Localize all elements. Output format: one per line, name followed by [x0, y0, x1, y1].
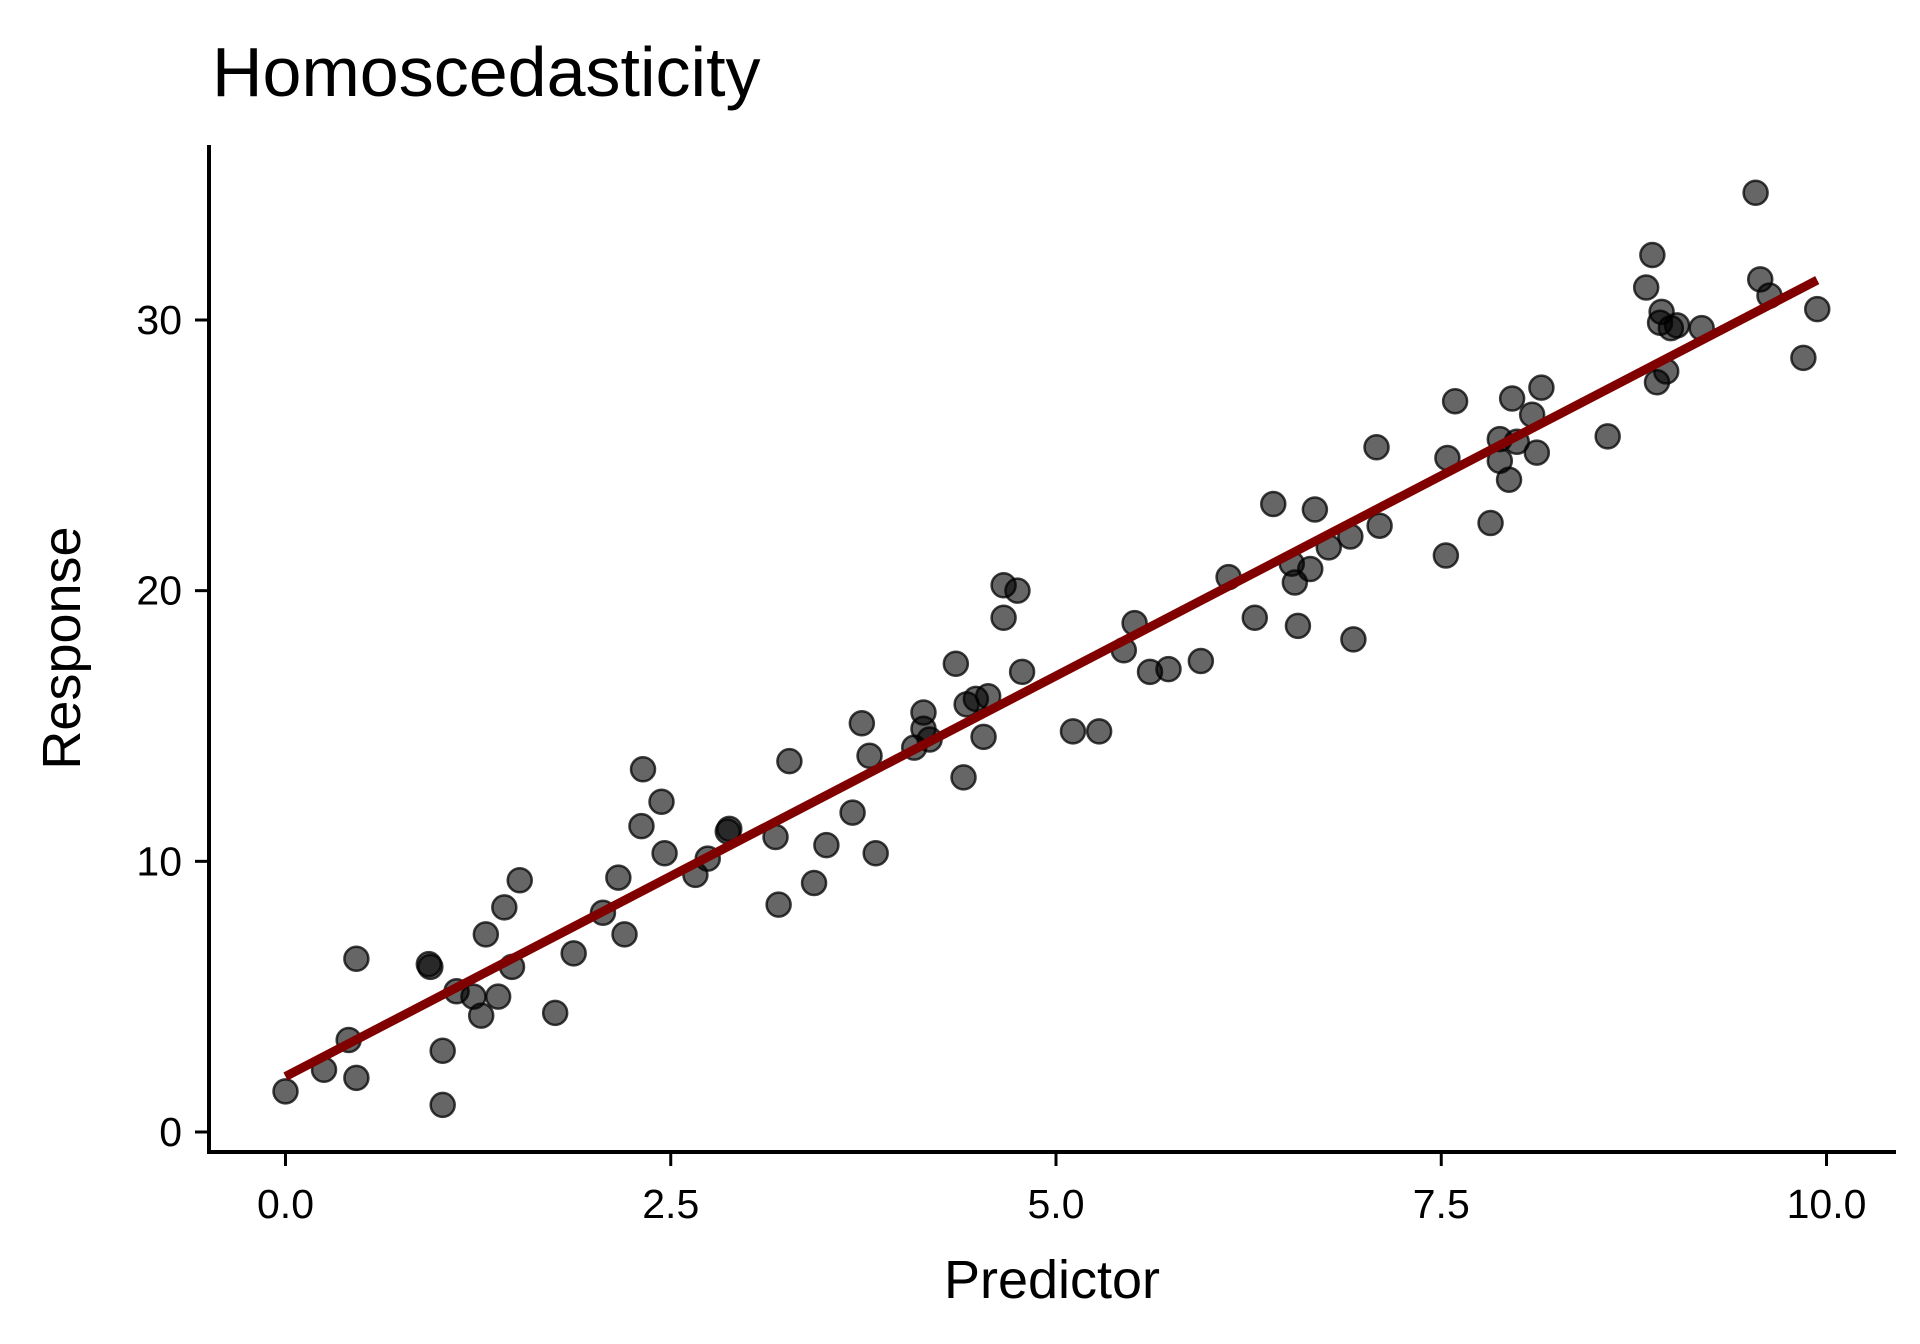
data-point: [1155, 655, 1182, 683]
data-point: [1059, 718, 1087, 745]
data-point: [1432, 542, 1460, 569]
y-tick-label: 30: [136, 297, 182, 343]
y-tick-label: 0: [159, 1109, 182, 1155]
points-layer: [272, 179, 1831, 1119]
data-point: [848, 710, 876, 737]
data-point: [765, 891, 792, 918]
x-axis-ticks: 0.0 2.5 5.0 7.5 10.0: [257, 1152, 1866, 1227]
x-tick-label: 7.5: [1413, 1181, 1470, 1227]
data-point: [343, 945, 370, 973]
data-point: [1340, 626, 1367, 653]
data-point: [1498, 385, 1526, 412]
data-point: [1004, 577, 1031, 604]
data-point: [272, 1078, 299, 1105]
data-point: [1528, 374, 1555, 401]
data-point: [343, 1064, 370, 1092]
y-axis-title: Response: [32, 526, 92, 769]
data-point: [1804, 295, 1831, 323]
data-point: [605, 864, 632, 891]
data-point: [1639, 241, 1666, 269]
data-point: [429, 1091, 456, 1119]
data-point: [484, 983, 512, 1010]
data-point: [417, 953, 444, 981]
data-point: [628, 812, 655, 840]
data-point: [651, 839, 678, 867]
data-point: [990, 604, 1017, 631]
data-point: [1241, 604, 1269, 631]
data-point: [1441, 387, 1469, 415]
data-point: [541, 999, 569, 1027]
data-point: [942, 650, 970, 677]
y-tick-label: 10: [136, 838, 182, 884]
data-point: [629, 756, 657, 783]
data-point: [1008, 658, 1036, 686]
data-point: [1632, 274, 1660, 301]
data-point: [1301, 496, 1329, 523]
data-point: [970, 723, 997, 751]
data-point: [1742, 179, 1769, 207]
x-tick-label: 0.0: [257, 1181, 314, 1227]
data-point: [429, 1037, 456, 1065]
data-point: [1523, 439, 1551, 466]
data-point: [491, 894, 518, 921]
data-point: [862, 839, 889, 867]
data-point: [1085, 718, 1113, 745]
data-point: [1363, 433, 1390, 461]
data-point: [1187, 647, 1215, 675]
data-point: [648, 788, 675, 816]
data-point: [839, 799, 866, 826]
chart-title: Homoscedasticity: [212, 33, 761, 111]
data-point: [1594, 423, 1621, 450]
data-point: [776, 747, 803, 775]
y-axis-ticks: 0 10 20 30: [136, 297, 209, 1155]
data-point: [1297, 555, 1324, 583]
data-point: [1260, 490, 1287, 518]
x-tick-label: 10.0: [1787, 1181, 1867, 1227]
data-point: [800, 869, 828, 897]
x-tick-label: 2.5: [642, 1181, 699, 1227]
data-point: [950, 764, 977, 791]
data-point: [506, 867, 533, 894]
data-point: [1495, 466, 1523, 493]
data-point: [1790, 344, 1817, 372]
regression-line: [283, 276, 1820, 1081]
data-point: [856, 742, 883, 770]
data-point: [560, 940, 587, 967]
data-point: [1663, 312, 1691, 339]
data-point: [1366, 512, 1393, 539]
data-point: [611, 921, 638, 948]
data-point: [1477, 509, 1504, 537]
y-tick-label: 20: [136, 568, 182, 614]
x-tick-label: 5.0: [1028, 1181, 1085, 1227]
data-point: [472, 921, 500, 948]
x-axis-title: Predictor: [944, 1250, 1160, 1310]
data-point: [467, 1002, 495, 1029]
data-point: [813, 831, 840, 859]
data-point: [1284, 612, 1312, 640]
